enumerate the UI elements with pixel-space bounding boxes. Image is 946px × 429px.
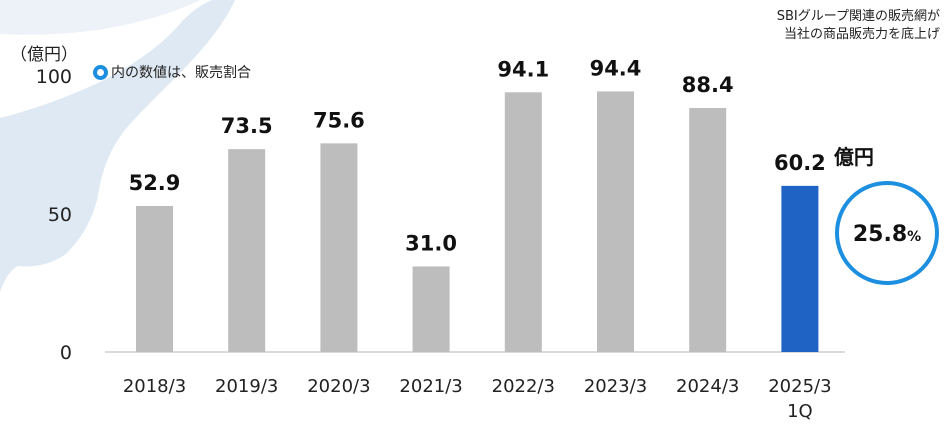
bar-value-label: 31.0: [405, 231, 457, 255]
bar: [412, 266, 450, 352]
x-tick-label: 2024/3: [676, 376, 739, 397]
legend: 内の数値は、販売割合: [93, 62, 251, 82]
japan-map-background: [0, 0, 235, 292]
bar: [504, 92, 542, 352]
x-tick-label: 2020/3: [307, 376, 370, 397]
x-tick-label: 1Q: [787, 401, 813, 422]
x-tick-label: 2019/3: [215, 376, 278, 397]
sales-share-percent-sign: %: [907, 229, 921, 245]
x-tick-label: 2018/3: [123, 376, 186, 397]
bar: [781, 185, 819, 352]
headline-note-line1: SBIグループ関連の販売網が: [776, 9, 940, 24]
x-tick-label: 2021/3: [399, 376, 462, 397]
map-island-north: [0, 0, 200, 35]
bar-value-label: 94.4: [590, 56, 642, 80]
bar-value-label: 88.4: [682, 73, 734, 97]
bar-value-label: 60.2: [774, 151, 826, 175]
bar-value-label: 75.6: [313, 108, 365, 132]
y-tick-label: 50: [48, 204, 72, 226]
x-axis-tick-labels: 2018/3 2019/3 2020/3 2021/3 2022/3 2023/3 2024…: [123, 376, 832, 422]
y-axis-unit-label: （億円）: [10, 45, 78, 65]
y-axis-ticks: 0 50 100: [36, 66, 72, 364]
sales-share-number: 25.8: [853, 222, 907, 247]
sales-share-circle: [835, 181, 939, 285]
bar: [320, 143, 358, 352]
bar: [597, 91, 634, 353]
bar-value-label: 73.5: [221, 114, 273, 138]
bar: [228, 149, 266, 352]
highlight-unit-label: 億円: [834, 145, 874, 169]
bar-value-label: 52.9: [129, 171, 181, 195]
bar-value-labels: 52.9 73.5 75.6 31.0 94.1 94.4 88.4 60.2: [129, 56, 826, 255]
y-tick-label: 0: [60, 342, 72, 364]
bar: [689, 108, 727, 353]
sales-share-value: 25.8%: [853, 222, 921, 247]
bars-group: [136, 91, 819, 353]
headline-note-line2: 当社の商品販売力を底上げ: [783, 27, 940, 42]
y-tick-label: 100: [36, 66, 72, 88]
legend-text: 内の数値は、販売割合: [111, 65, 251, 81]
circle-marker-icon: [93, 64, 108, 80]
x-tick-label: 2025/3: [768, 376, 831, 397]
map-island-main: [0, 0, 235, 292]
highlight-callout: 億円 25.8%: [834, 145, 939, 285]
bar: [136, 205, 173, 352]
x-tick-label: 2022/3: [492, 376, 555, 397]
x-tick-label: 2023/3: [584, 376, 647, 397]
headline-note: SBIグループ関連の販売網が 当社の商品販売力を底上げ: [777, 8, 940, 44]
bar-value-label: 94.1: [497, 57, 549, 81]
